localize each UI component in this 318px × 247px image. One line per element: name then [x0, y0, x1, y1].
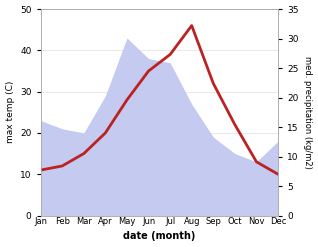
Y-axis label: max temp (C): max temp (C) [5, 81, 15, 144]
Y-axis label: med. precipitation (kg/m2): med. precipitation (kg/m2) [303, 56, 313, 169]
X-axis label: date (month): date (month) [123, 231, 196, 242]
